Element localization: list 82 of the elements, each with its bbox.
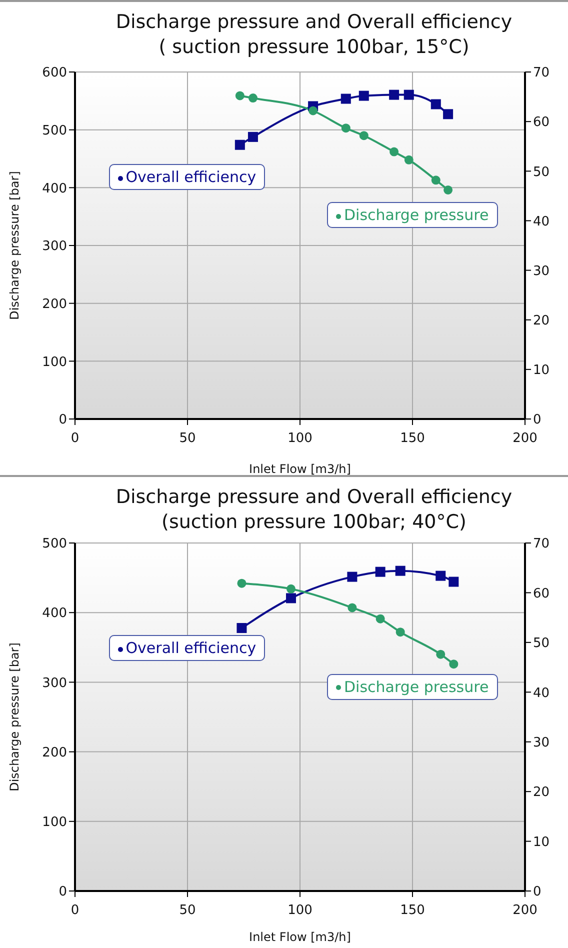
- point: [396, 628, 405, 637]
- y-axis-title: Discharge pressure [bar]: [7, 171, 22, 320]
- x-axis-title: Inlet Flow [m3/h]: [249, 462, 351, 476]
- x-tick-label: 50: [179, 903, 196, 918]
- point: [443, 109, 454, 120]
- y-tick-label: 500: [42, 123, 67, 138]
- y2-tick-label: 10: [533, 363, 550, 378]
- y2-tick-label: 70: [533, 536, 550, 552]
- point: [436, 650, 446, 659]
- legend-label: Overall efficiency: [108, 164, 266, 190]
- point: [348, 603, 357, 612]
- x-tick-label: 100: [288, 903, 312, 918]
- x-tick-label: 0: [70, 431, 80, 446]
- point: [430, 99, 441, 110]
- x-axis-title: Inlet Flow [m3/h]: [249, 930, 351, 944]
- chart-title: Discharge pressure and Overall efficiency: [114, 10, 514, 35]
- point: [236, 623, 247, 634]
- point: [449, 660, 458, 669]
- y2-tick-label: 10: [533, 834, 550, 850]
- y2-tick-label: 50: [533, 164, 550, 180]
- point: [436, 570, 446, 581]
- point: [347, 572, 358, 582]
- y2-tick-label: 30: [533, 264, 550, 279]
- y-tick-label: 0: [58, 412, 67, 428]
- y2-tick-label: 20: [533, 313, 550, 328]
- y2-tick-label: 0: [533, 884, 542, 900]
- point: [358, 90, 369, 101]
- point: [308, 106, 318, 116]
- y-tick-label: 500: [42, 536, 67, 552]
- y-tick-label: 200: [42, 745, 67, 760]
- point: [404, 155, 414, 164]
- legend-label: Discharge pressure: [327, 202, 498, 228]
- chart-subtitle: (suction pressure 100bar; 40°C): [160, 510, 468, 535]
- y2-tick-label: 40: [533, 214, 550, 230]
- point: [248, 132, 258, 142]
- point: [340, 94, 351, 104]
- point: [431, 176, 440, 185]
- y-tick-label: 600: [42, 66, 67, 81]
- point: [395, 566, 406, 576]
- point: [237, 578, 246, 588]
- y2-tick-label: 60: [533, 115, 550, 130]
- point: [248, 94, 258, 103]
- point: [286, 593, 296, 604]
- point: [404, 90, 414, 100]
- x-tick-label: 150: [400, 903, 425, 918]
- x-tick-label: 150: [400, 431, 425, 446]
- y-tick-label: 100: [42, 354, 67, 370]
- y-tick-label: 400: [42, 606, 67, 622]
- point: [375, 566, 386, 577]
- chart-subtitle: ( suction pressure 100bar, 15°C): [158, 35, 470, 60]
- point: [389, 90, 400, 100]
- y2-tick-label: 40: [533, 686, 550, 701]
- y2-tick-label: 20: [533, 785, 550, 800]
- y-tick-label: 0: [58, 884, 67, 900]
- y2-tick-label: 0: [533, 412, 542, 428]
- point: [448, 576, 459, 587]
- point: [444, 185, 453, 194]
- x-tick-label: 200: [512, 903, 538, 918]
- point: [341, 124, 350, 133]
- x-tick-label: 0: [70, 903, 80, 918]
- x-tick-label: 50: [179, 431, 196, 446]
- point: [390, 147, 399, 156]
- y2-tick-label: 70: [533, 66, 550, 81]
- legend-label: Discharge pressure: [327, 674, 498, 700]
- y-tick-label: 100: [42, 815, 67, 830]
- legend-label: Overall efficiency: [108, 635, 266, 662]
- y-axis-title: Discharge pressure [bar]: [7, 642, 22, 792]
- x-tick-label: 100: [288, 431, 312, 446]
- point: [235, 91, 244, 100]
- y-tick-label: 300: [42, 239, 67, 254]
- chart-title: Discharge pressure and Overall efficiency: [114, 485, 514, 510]
- y2-tick-label: 50: [533, 636, 550, 652]
- point: [234, 140, 245, 150]
- y-tick-label: 200: [42, 296, 67, 312]
- y-tick-label: 400: [42, 181, 67, 196]
- point: [286, 584, 296, 594]
- y2-tick-label: 60: [533, 586, 550, 602]
- point: [359, 131, 368, 140]
- x-tick-label: 200: [512, 431, 538, 446]
- y-tick-label: 300: [42, 676, 67, 691]
- point: [376, 614, 385, 624]
- y2-tick-label: 30: [533, 735, 550, 750]
